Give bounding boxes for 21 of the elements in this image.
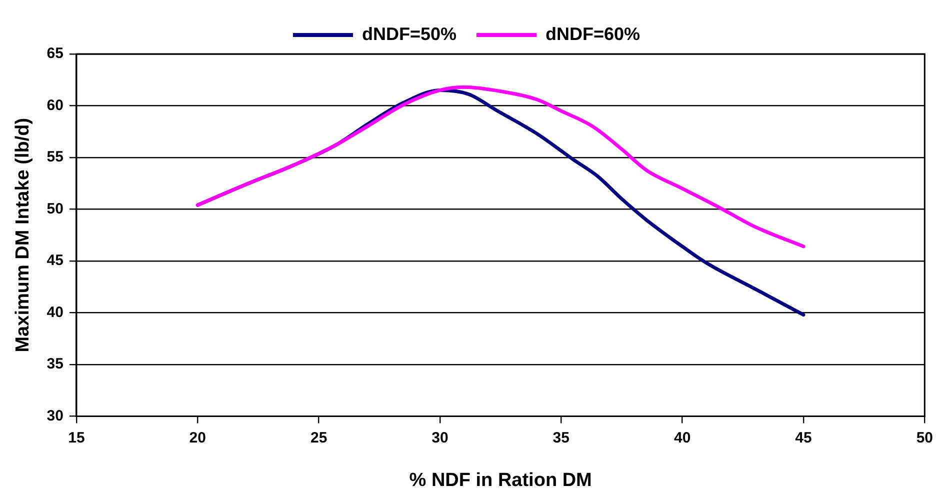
y-tick-label: 40 (46, 304, 64, 321)
x-tick-label: 20 (189, 429, 206, 446)
x-tick-label: 40 (674, 429, 691, 446)
y-tick-label: 60 (46, 96, 64, 114)
y-axis-title: Maximum DM Intake (lb/d) (12, 118, 34, 352)
y-tick-label: 35 (46, 356, 64, 373)
x-axis-title: % NDF in Ration DM (409, 470, 592, 491)
y-tick-label: 65 (46, 45, 64, 62)
x-tick-label: 45 (795, 429, 812, 446)
y-tick-label: 55 (46, 148, 64, 166)
x-tick-label: 30 (432, 429, 448, 446)
legend-label: dNDF=50% (362, 24, 457, 44)
line-series (196, 85, 806, 248)
y-tick-label: 50 (46, 200, 64, 218)
x-tick-label: 15 (68, 429, 85, 446)
x-tick-label: 35 (552, 429, 570, 446)
x-tick-label: 25 (310, 429, 328, 446)
y-tick-label: 45 (46, 252, 64, 270)
x-tick-label: 50 (916, 429, 933, 446)
legend-label: dNDF=60% (546, 24, 640, 44)
y-tick-label: 30 (46, 407, 64, 424)
